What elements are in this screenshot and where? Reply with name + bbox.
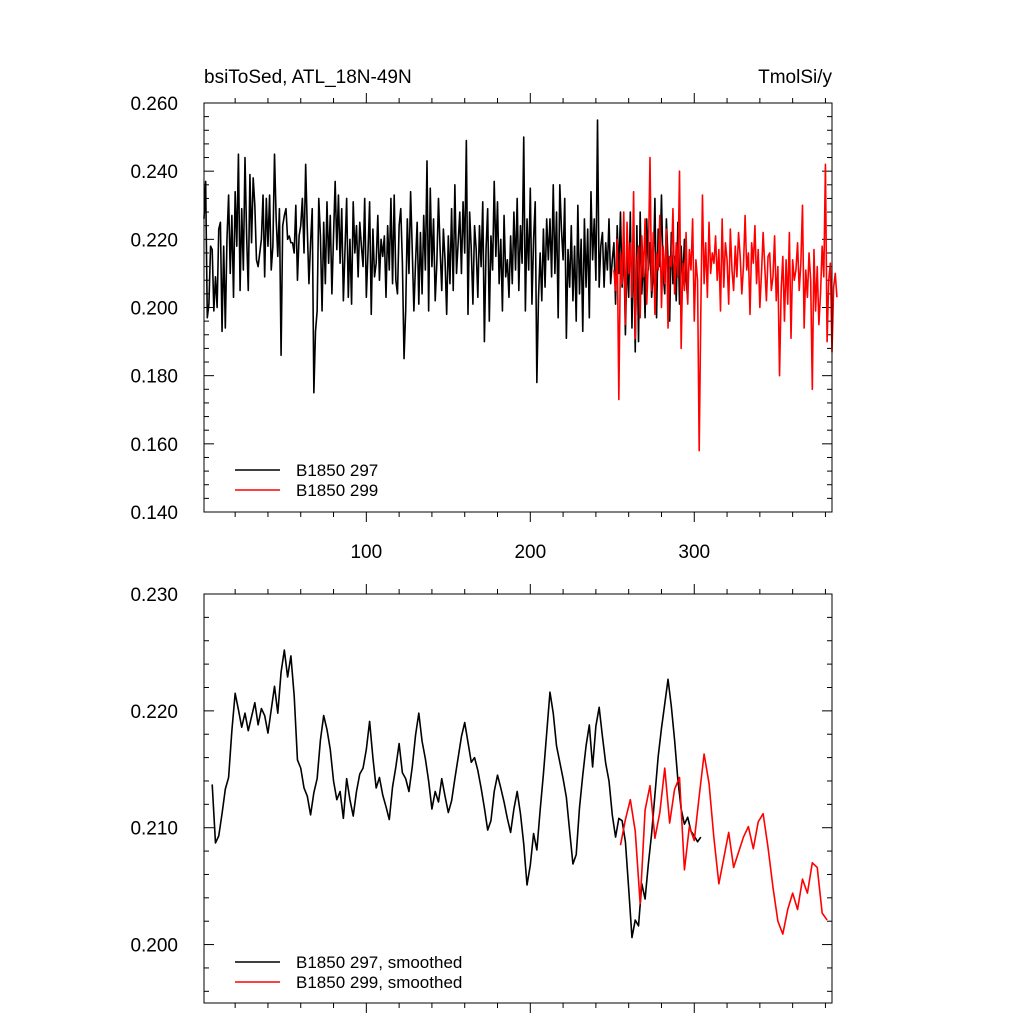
top-x-tick-label: 100 [350,542,382,563]
top-series-line-b1850-299 [613,156,838,452]
top-chart-series [203,119,838,452]
bottom-series-line-b1850-299-smoothed [619,753,828,935]
legend-label-b1850-299: B1850 299 [296,481,378,500]
bottom-chart-panel: 0.200 0.210 0.220 0.230 B1850 297, smoothed… [130,584,833,1013]
bottom-chart-series [211,649,828,939]
bottom-chart-frame [203,593,833,1004]
top-series-line-b1850-297 [203,119,689,394]
legend-label-b1850-297: B1850 297 [296,461,378,480]
top-y-tick-label: 0.220 [130,230,178,251]
legend-label-b1850-299-smoothed: B1850 299, smoothed [296,973,462,992]
bottom-series-line-b1850-297-smoothed [211,649,702,939]
bottom-chart-legend: B1850 297, smoothed B1850 299, smoothed [235,953,462,992]
top-chart-ticks: 0.140 0.160 0.180 0.200 0.220 0.240 0.260 100 20… [130,93,832,563]
bottom-chart-ticks: 0.200 0.210 0.220 0.230 [130,584,832,1013]
top-y-tick-label: 0.160 [130,435,178,456]
top-y-tick-label: 0.180 [130,367,178,388]
top-chart-title: bsiToSed, ATL_18N-49N [204,67,412,88]
top-y-tick-label: 0.240 [130,162,178,183]
bottom-y-tick-label: 0.210 [130,819,178,840]
top-chart-units: TmolSi/y [758,67,832,88]
top-chart-panel: bsiToSed, ATL_18N-49N TmolSi/y 0.140 0.16… [130,67,838,563]
bottom-y-tick-label: 0.220 [130,702,178,723]
top-y-tick-label: 0.260 [130,94,178,115]
top-y-tick-label: 0.140 [130,503,178,524]
top-x-tick-label: 200 [514,542,546,563]
bottom-y-tick-label: 0.230 [130,585,178,606]
legend-label-b1850-297-smoothed: B1850 297, smoothed [296,953,462,972]
top-x-tick-label: 300 [678,542,710,563]
bottom-y-tick-label: 0.200 [130,936,178,957]
top-y-tick-label: 0.200 [130,299,178,320]
top-chart-frame [203,102,833,513]
top-chart-legend: B1850 297 B1850 299 [235,461,378,500]
